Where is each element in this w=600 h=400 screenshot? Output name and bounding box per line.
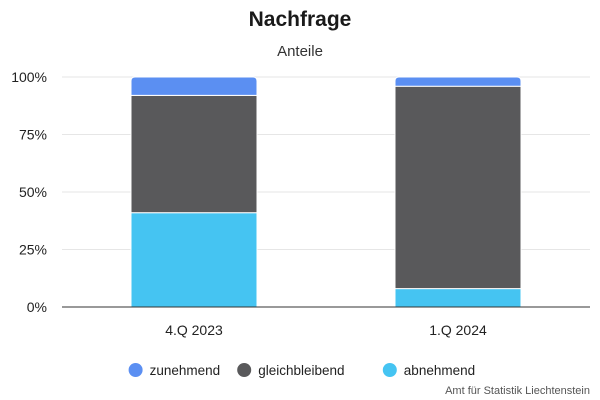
- legend: zunehmend gleichbleibend abnehmend: [128, 363, 475, 378]
- bar-segment-gleichbleibend[interactable]: [394, 85, 522, 290]
- bar-segment-zunehmend[interactable]: [130, 76, 258, 96]
- legend-label-abnehmend[interactable]: abnehmend: [404, 363, 475, 378]
- y-tick-label: 25%: [19, 242, 47, 258]
- credit-text: Amt für Statistik Liechtenstein: [445, 385, 590, 397]
- chart-title: Nachfrage: [249, 8, 352, 31]
- chart-subtitle: Anteile: [277, 43, 323, 60]
- legend-label-gleichbleibend[interactable]: gleichbleibend: [258, 363, 344, 378]
- legend-marker-zunehmend[interactable]: [128, 363, 143, 377]
- bars: [130, 76, 522, 308]
- y-tick-label: 100%: [11, 69, 47, 85]
- bar-segment-zunehmend[interactable]: [394, 76, 522, 87]
- bar-segment-abnehmend[interactable]: [130, 212, 258, 308]
- y-tick-label: 75%: [19, 127, 47, 143]
- x-tick-label: 1.Q 2024: [429, 322, 487, 338]
- y-axis-ticks: 0% 25% 50% 75% 100%: [11, 69, 47, 315]
- y-tick-label: 0%: [27, 299, 47, 315]
- legend-label-zunehmend[interactable]: zunehmend: [150, 363, 221, 378]
- legend-marker-gleichbleibend[interactable]: [237, 363, 252, 377]
- bar-segment-abnehmend[interactable]: [394, 288, 522, 308]
- bar-segment-gleichbleibend[interactable]: [130, 94, 258, 214]
- legend-marker-abnehmend[interactable]: [382, 363, 397, 377]
- y-tick-label: 50%: [19, 184, 47, 200]
- x-axis-ticks: 4.Q 2023 1.Q 2024: [165, 322, 487, 338]
- x-tick-label: 4.Q 2023: [165, 322, 223, 338]
